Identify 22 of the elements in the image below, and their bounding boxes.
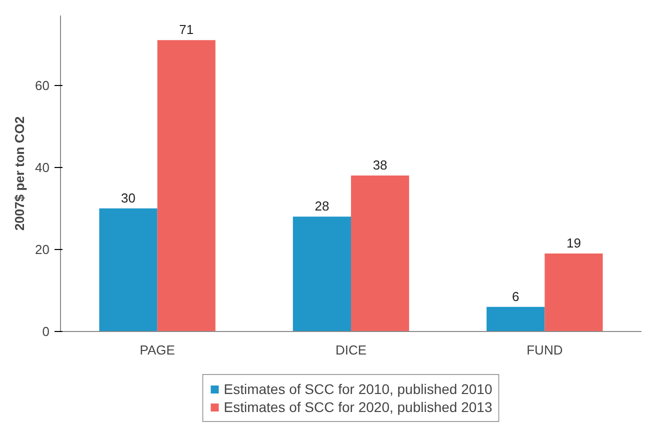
data-label: 19 <box>566 236 581 251</box>
x-tick-label: DICE <box>335 342 367 358</box>
y-tick-label: 40 <box>35 160 50 175</box>
data-label: 30 <box>121 190 136 206</box>
bar <box>292 216 351 332</box>
y-axis-title: 2007$ per ton CO2 <box>12 116 28 231</box>
bar <box>544 254 603 332</box>
y-tick-label: 60 <box>35 78 50 93</box>
x-tick-label: FUND <box>526 342 563 358</box>
y-tick-label: 0 <box>42 324 50 339</box>
data-label: 38 <box>372 158 388 173</box>
data-label: 6 <box>512 288 520 304</box>
data-label: 28 <box>314 198 330 214</box>
bar <box>351 176 410 332</box>
bar <box>486 306 545 332</box>
bar <box>157 40 216 332</box>
legend-label: Estimates of SCC for 2010, published 2010 <box>224 380 492 396</box>
y-tick-label: 20 <box>35 242 50 257</box>
data-label: 71 <box>179 22 194 38</box>
legend-label: Estimates of SCC for 2020, published 2013 <box>224 398 492 414</box>
x-tick-label: PAGE <box>140 342 176 358</box>
bar <box>99 208 158 332</box>
